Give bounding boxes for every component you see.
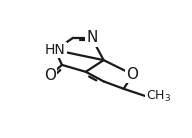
Text: $\mathregular{CH_3}$: $\mathregular{CH_3}$	[146, 89, 171, 104]
Text: HN: HN	[45, 43, 66, 57]
Text: N: N	[86, 30, 97, 45]
Text: O: O	[127, 67, 139, 82]
Text: O: O	[44, 68, 56, 83]
